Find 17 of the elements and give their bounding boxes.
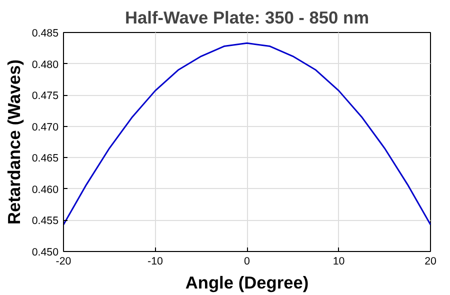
x-tick-label: -20 [56,256,72,268]
x-tick-label: 20 [424,256,436,268]
y-tick-label: 0.480 [32,58,59,71]
y-tick-label: 0.455 [32,215,59,228]
y-axis-title: Retardance (Waves) [4,60,24,224]
line-series [64,42,430,226]
y-tick-label: 0.460 [32,184,59,196]
chart-title: Half-Wave Plate: 350 - 850 nm [125,8,369,28]
x-tick-label: 10 [332,256,345,268]
y-tick-label: 0.485 [32,28,59,40]
y-tick-label: 0.475 [32,90,59,102]
y-tick-label: 0.465 [32,152,59,165]
x-axis-title: Angle (Degree) [185,272,309,292]
y-tick-label: 0.470 [32,121,59,134]
x-tick-label: -10 [148,256,164,268]
y-tick-label: 0.450 [32,246,59,258]
x-tick-label: 0 [244,256,250,268]
